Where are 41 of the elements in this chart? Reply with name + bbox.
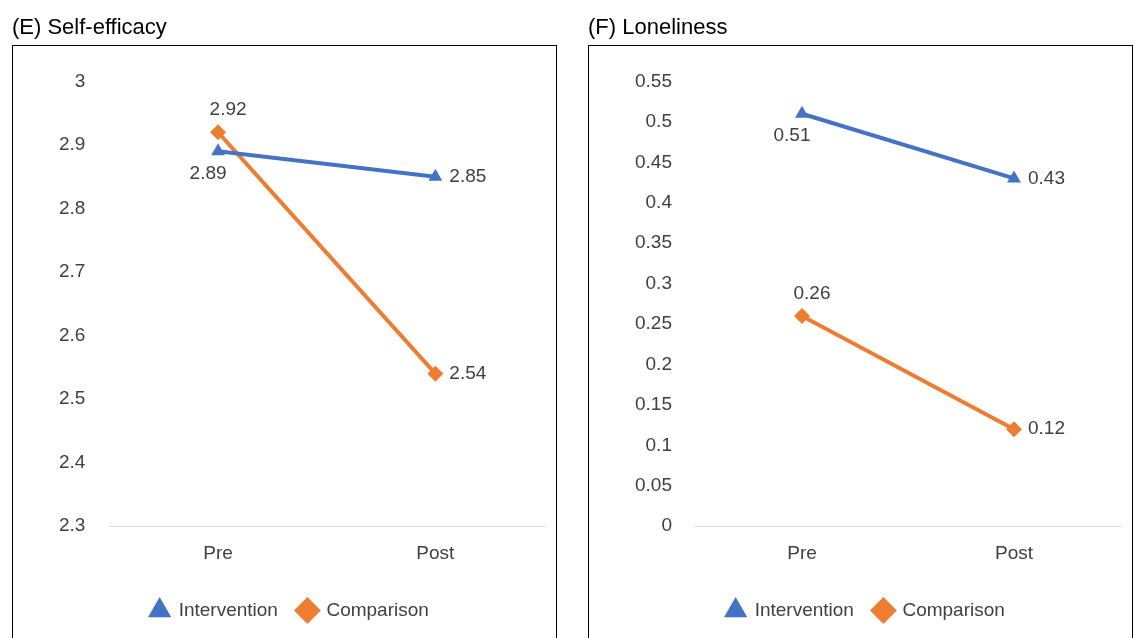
legend-label: Intervention xyxy=(178,598,278,620)
x-tick-label: Pre xyxy=(203,541,233,563)
y-tick-label: 3 xyxy=(74,69,86,91)
x-tick-label: Post xyxy=(994,541,1034,563)
y-tick-label: 0.4 xyxy=(645,190,673,212)
y-tick-label: 0.5 xyxy=(645,110,672,132)
data-label: 0.51 xyxy=(773,123,811,145)
y-tick-label: 0.55 xyxy=(635,69,672,91)
data-label: 0.12 xyxy=(1027,417,1065,439)
legend-label: Intervention xyxy=(754,598,854,620)
y-tick-label: 2.8 xyxy=(58,196,86,218)
data-label: 0.43 xyxy=(1027,166,1065,188)
y-tick-label: 0.1 xyxy=(645,433,672,455)
chart-title: (F) Loneliness xyxy=(588,14,728,40)
point xyxy=(1006,421,1022,438)
y-tick-label: 2.4 xyxy=(58,450,86,472)
y-tick-label: 0.35 xyxy=(635,231,672,253)
data-label: 2.85 xyxy=(449,164,487,186)
point xyxy=(427,365,444,382)
legend-label: Comparison xyxy=(326,598,429,620)
point xyxy=(793,307,810,324)
y-tick-label: 0.2 xyxy=(645,352,672,374)
y-tick-label: 2.5 xyxy=(58,387,86,409)
chart-title: (E) Self-efficacy xyxy=(12,14,167,40)
data-label: 2.54 xyxy=(449,361,487,383)
y-tick-label: 2.6 xyxy=(58,323,86,345)
y-tick-label: 0.05 xyxy=(635,474,672,495)
y-tick-label: 0.25 xyxy=(635,312,672,334)
y-tick-label: 2.3 xyxy=(58,514,86,536)
y-tick-label: 2.9 xyxy=(58,133,86,155)
data-label: 0.26 xyxy=(793,282,831,304)
y-tick-label: 0 xyxy=(661,514,672,536)
y-tick-label: 2.7 xyxy=(58,260,86,282)
data-label: 2.92 xyxy=(209,98,247,120)
x-tick-label: Pre xyxy=(787,541,817,563)
y-tick-label: 0.15 xyxy=(635,393,672,415)
legend-label: Comparison xyxy=(902,598,1005,620)
y-tick-label: 0.45 xyxy=(635,150,672,172)
y-tick-label: 0.3 xyxy=(645,271,672,293)
data-label: 2.89 xyxy=(189,161,227,183)
x-tick-label: Post xyxy=(416,541,456,563)
